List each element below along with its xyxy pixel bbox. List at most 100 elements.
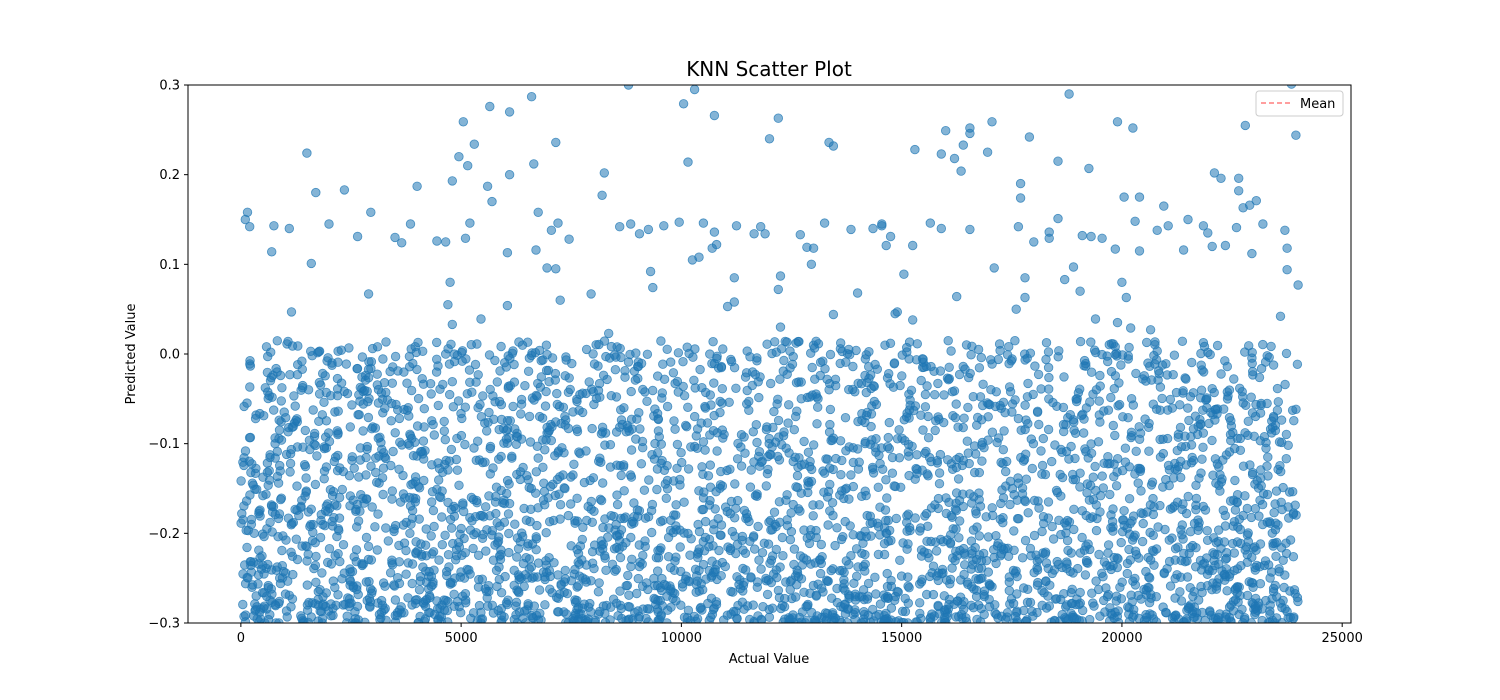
data-point xyxy=(601,565,611,576)
data-point xyxy=(618,462,629,472)
data-point xyxy=(959,548,970,558)
y-axis: −0.3−0.2−0.10.00.10.20.3 xyxy=(148,79,188,632)
data-point xyxy=(815,568,826,579)
data-point xyxy=(1095,491,1106,501)
data-point xyxy=(1172,497,1183,507)
data-point xyxy=(1123,413,1133,423)
data-point xyxy=(504,107,515,117)
data-point xyxy=(832,583,842,594)
data-point xyxy=(526,91,537,102)
data-point xyxy=(265,450,275,460)
data-point xyxy=(634,408,644,418)
data-point xyxy=(532,391,542,402)
data-point xyxy=(683,402,693,413)
data-point xyxy=(991,558,1001,569)
data-point xyxy=(923,411,933,422)
data-point xyxy=(1023,508,1033,518)
data-point xyxy=(1263,560,1274,570)
data-point xyxy=(747,380,758,391)
data-point xyxy=(635,424,645,434)
data-point xyxy=(315,606,325,616)
data-point xyxy=(897,371,907,381)
data-point xyxy=(481,502,491,512)
data-point xyxy=(301,473,311,483)
data-point xyxy=(883,536,894,546)
data-point xyxy=(746,465,756,475)
data-point xyxy=(375,614,385,623)
data-point xyxy=(775,517,785,528)
data-point xyxy=(460,402,471,412)
data-point xyxy=(1238,398,1248,408)
data-point xyxy=(1007,407,1017,417)
data-point xyxy=(303,507,314,517)
data-point xyxy=(676,448,686,458)
data-point xyxy=(711,487,721,497)
data-point xyxy=(302,580,313,590)
data-point xyxy=(1041,354,1051,365)
data-point xyxy=(526,483,537,494)
data-point xyxy=(427,416,437,426)
data-point xyxy=(1185,527,1196,537)
data-point xyxy=(1256,363,1267,374)
y-tick-label: 0.3 xyxy=(159,79,180,94)
data-point xyxy=(1020,424,1030,435)
data-point xyxy=(1080,358,1091,369)
data-point xyxy=(782,521,793,531)
data-point xyxy=(939,591,950,601)
data-point xyxy=(1108,339,1119,349)
data-point xyxy=(1198,442,1208,453)
data-point xyxy=(799,525,809,535)
data-point xyxy=(812,611,822,621)
data-point xyxy=(470,512,481,522)
data-point xyxy=(289,391,299,401)
data-point xyxy=(1033,577,1043,588)
data-point xyxy=(246,567,257,577)
data-point xyxy=(1268,583,1279,594)
data-point xyxy=(1097,471,1107,481)
data-point xyxy=(616,352,626,363)
data-point xyxy=(662,461,672,471)
data-point xyxy=(269,221,279,231)
data-point xyxy=(1061,528,1071,538)
data-point xyxy=(1226,616,1236,623)
data-point xyxy=(314,377,325,388)
data-point xyxy=(845,350,855,360)
data-point xyxy=(809,440,819,450)
data-point xyxy=(1074,384,1085,394)
data-point xyxy=(306,258,317,269)
data-point xyxy=(936,149,947,159)
data-point xyxy=(1229,548,1240,558)
data-point xyxy=(1221,553,1232,564)
data-point xyxy=(1112,454,1123,464)
data-point xyxy=(1139,584,1149,595)
data-point xyxy=(817,583,827,593)
data-point xyxy=(1029,495,1040,506)
data-point xyxy=(269,405,279,415)
data-point xyxy=(670,378,680,389)
data-point xyxy=(927,568,937,578)
data-point xyxy=(1272,405,1283,416)
data-point xyxy=(454,480,464,491)
data-point xyxy=(373,509,383,519)
data-point xyxy=(947,563,957,573)
data-point xyxy=(1281,454,1292,464)
data-point xyxy=(405,219,416,229)
data-point xyxy=(1181,374,1191,384)
data-point xyxy=(766,577,777,588)
data-point xyxy=(1199,341,1210,352)
data-point xyxy=(675,480,685,490)
data-point xyxy=(1268,413,1279,423)
data-point xyxy=(408,451,419,461)
data-point xyxy=(986,385,996,395)
data-point xyxy=(337,484,348,495)
data-point xyxy=(727,526,738,537)
data-point xyxy=(345,422,356,432)
data-point xyxy=(270,509,281,520)
data-point xyxy=(424,608,434,618)
data-point xyxy=(1110,244,1121,254)
data-point xyxy=(695,364,705,375)
data-point xyxy=(323,507,333,517)
data-point xyxy=(440,530,450,541)
data-point xyxy=(1022,615,1032,623)
data-point xyxy=(357,372,367,382)
